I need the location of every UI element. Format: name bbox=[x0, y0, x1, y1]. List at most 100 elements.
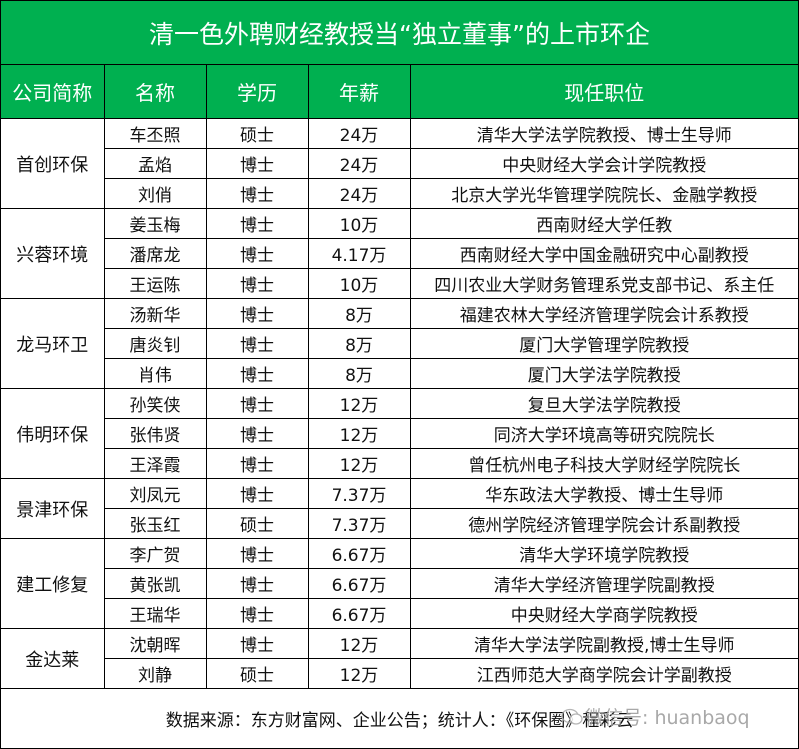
salary-cell: 7.37万 bbox=[307, 478, 411, 509]
salary-cell: 12万 bbox=[307, 628, 411, 659]
person-name-cell: 张玉红 bbox=[104, 508, 207, 539]
education-cell: 博士 bbox=[205, 628, 309, 659]
salary-cell: 6.67万 bbox=[307, 568, 411, 599]
salary-cell: 24万 bbox=[307, 148, 411, 179]
watermark: 微信号: huanbaoq bbox=[561, 703, 750, 730]
position-cell: 西南财经大学中国金融研究中心副教授 bbox=[409, 238, 798, 269]
header-position: 现任职位 bbox=[409, 65, 798, 119]
education-cell: 博士 bbox=[205, 208, 309, 239]
person-name-cell: 王瑞华 bbox=[104, 598, 207, 629]
table-row: 张玉红 硕士 7.37万 德州学院经济管理学院会计系副教授 bbox=[1, 508, 798, 539]
table-row: 首创环保 车丕照 硕士 24万 清华大学法学院教授、博士生导师 bbox=[1, 118, 798, 209]
person-name-cell: 汤新华 bbox=[103, 298, 207, 329]
company-cell: 景津环保 bbox=[1, 478, 105, 539]
education-cell: 博士 bbox=[205, 148, 309, 179]
position-cell: 清华大学经济管理学院副教授 bbox=[409, 568, 798, 599]
header-salary: 年薪 bbox=[307, 65, 411, 119]
education-cell: 博士 bbox=[205, 268, 309, 299]
salary-cell: 10万 bbox=[307, 208, 411, 239]
education-cell: 博士 bbox=[205, 418, 309, 449]
table-row: 王运陈 博士 10万 四川农业大学财务管理系党支部书记、系主任 bbox=[1, 268, 798, 299]
salary-cell: 4.17万 bbox=[307, 238, 411, 269]
header-education: 学历 bbox=[205, 65, 309, 119]
company-cell: 金达莱 bbox=[1, 628, 105, 689]
person-name-cell: 刘俏 bbox=[104, 178, 207, 209]
position-cell: 华东政法大学教授、博士生导师 bbox=[409, 478, 798, 509]
position-cell: 同济大学环境高等研究院院长 bbox=[409, 418, 798, 449]
salary-cell: 8万 bbox=[307, 298, 411, 329]
education-cell: 博士 bbox=[205, 448, 309, 479]
salary-cell: 7.37万 bbox=[307, 508, 411, 539]
person-name-cell: 刘凤元 bbox=[103, 478, 207, 509]
table-row: 黄张凯 博士 6.67万 清华大学经济管理学院副教授 bbox=[1, 568, 798, 599]
position-cell: 曾任杭州电子科技大学财经学院院长 bbox=[409, 448, 798, 479]
table-row: 孟焰 博士 24万 中央财经大学会计学院教授 bbox=[1, 148, 798, 179]
education-cell: 博士 bbox=[205, 478, 309, 509]
company-cell: 首创环保 bbox=[1, 118, 105, 209]
education-cell: 硕士 bbox=[205, 658, 309, 689]
table-title: 清一色外聘财经教授当“独立董事”的上市环企 bbox=[1, 1, 798, 65]
table-row: 伟明环保 孙笑侠 博士 12万 复旦大学法学院教授 bbox=[1, 388, 798, 479]
position-cell: 厦门大学管理学院教授 bbox=[409, 328, 798, 359]
position-cell: 复旦大学法学院教授 bbox=[409, 388, 798, 419]
table-row: 景津环保 刘凤元 博士 7.37万 华东政法大学教授、博士生导师 bbox=[1, 478, 798, 539]
watermark-text: 微信号: huanbaoq bbox=[585, 707, 750, 729]
table-row: 建工修复 李广贺 博士 6.67万 清华大学环境学院教授 bbox=[1, 538, 798, 629]
education-cell: 硕士 bbox=[205, 508, 309, 539]
table-row: 刘俏 博士 24万 北京大学光华管理学院院长、金融学教授 bbox=[1, 178, 798, 209]
position-cell: 厦门大学法学院教授 bbox=[409, 358, 798, 389]
person-name-cell: 张伟贤 bbox=[104, 418, 207, 449]
salary-cell: 24万 bbox=[307, 118, 411, 149]
person-name-cell: 王运陈 bbox=[104, 268, 207, 299]
position-cell: 四川农业大学财务管理系党支部书记、系主任 bbox=[409, 268, 798, 299]
person-name-cell: 孙笑侠 bbox=[103, 388, 207, 419]
salary-cell: 12万 bbox=[307, 388, 411, 419]
salary-cell: 12万 bbox=[307, 448, 411, 479]
education-cell: 博士 bbox=[205, 328, 309, 359]
person-name-cell: 潘席龙 bbox=[104, 238, 207, 269]
table-row: 龙马环卫 汤新华 博士 8万 福建农林大学经济管理学院会计系教授 bbox=[1, 298, 798, 389]
salary-cell: 6.67万 bbox=[307, 538, 411, 569]
table-row: 张伟贤 博士 12万 同济大学环境高等研究院院长 bbox=[1, 418, 798, 449]
person-name-cell: 孟焰 bbox=[104, 148, 207, 179]
salary-cell: 12万 bbox=[307, 418, 411, 449]
education-cell: 博士 bbox=[205, 298, 309, 329]
position-cell: 清华大学环境学院教授 bbox=[409, 538, 798, 569]
company-cell: 建工修复 bbox=[1, 538, 105, 629]
table-row: 王泽霞 博士 12万 曾任杭州电子科技大学财经学院院长 bbox=[1, 448, 798, 479]
education-cell: 硕士 bbox=[205, 118, 309, 149]
person-name-cell: 李广贺 bbox=[103, 538, 207, 569]
salary-cell: 8万 bbox=[307, 358, 411, 389]
wechat-icon bbox=[561, 708, 583, 725]
salary-cell: 10万 bbox=[307, 268, 411, 299]
position-cell: 德州学院经济管理学院会计系副教授 bbox=[409, 508, 798, 539]
header-row: 公司简称 名称 学历 年薪 现任职位 bbox=[1, 65, 798, 119]
table-body: 首创环保 车丕照 硕士 24万 清华大学法学院教授、博士生导师 孟焰 博士 24万 中央财经大学… bbox=[1, 118, 798, 689]
position-cell: 福建农林大学经济管理学院会计系教授 bbox=[409, 298, 798, 329]
position-cell: 中央财经大学会计学院教授 bbox=[409, 148, 798, 179]
salary-cell: 24万 bbox=[307, 178, 411, 209]
position-cell: 清华大学法学院副教授,博士生导师 bbox=[409, 628, 798, 659]
source-note: 数据来源：东方财富网、企业公告；统计人：《环保圈》程彩云 bbox=[165, 710, 634, 731]
position-cell: 中央财经大学商学院教授 bbox=[409, 598, 798, 629]
company-cell: 伟明环保 bbox=[1, 388, 105, 479]
position-cell: 江西师范大学商学院会计学副教授 bbox=[409, 658, 798, 689]
header-company: 公司简称 bbox=[1, 65, 105, 119]
person-name-cell: 车丕照 bbox=[103, 118, 207, 149]
person-name-cell: 刘静 bbox=[104, 658, 207, 689]
person-name-cell: 姜玉梅 bbox=[103, 208, 207, 239]
education-cell: 博士 bbox=[205, 388, 309, 419]
education-cell: 博士 bbox=[205, 178, 309, 209]
person-name-cell: 王泽霞 bbox=[104, 448, 207, 479]
position-cell: 清华大学法学院教授、博士生导师 bbox=[409, 118, 798, 149]
person-name-cell: 沈朝晖 bbox=[103, 628, 207, 659]
table-row: 王瑞华 博士 6.67万 中央财经大学商学院教授 bbox=[1, 598, 798, 629]
directors-table: 公司简称 名称 学历 年薪 现任职位 首创环保 车丕照 硕士 24万 清华大学法学院教授… bbox=[1, 65, 798, 689]
company-cell: 龙马环卫 bbox=[1, 298, 105, 389]
table-row: 兴蓉环境 姜玉梅 博士 10万 西南财经大学任教 bbox=[1, 208, 798, 299]
education-cell: 博士 bbox=[205, 568, 309, 599]
header-name: 名称 bbox=[103, 65, 207, 119]
table-row: 唐炎钊 博士 8万 厦门大学管理学院教授 bbox=[1, 328, 798, 359]
education-cell: 博士 bbox=[205, 598, 309, 629]
